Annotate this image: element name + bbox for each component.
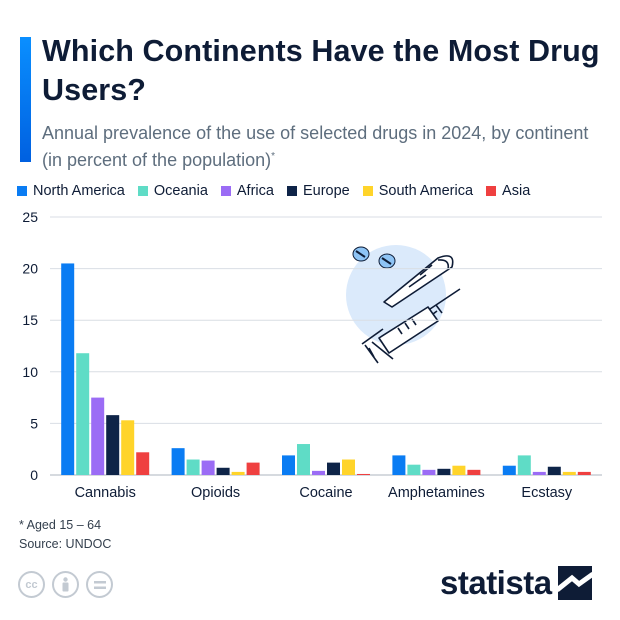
source-label: Source: UNDOC xyxy=(19,537,112,551)
y-tick-label: 10 xyxy=(22,364,38,380)
bars xyxy=(61,263,591,475)
bar-amphetamines-asia xyxy=(467,469,481,475)
legend-item-north-america: North America xyxy=(17,183,125,199)
bar-opioids-south-america xyxy=(231,471,245,475)
chart-title: Which Continents Have the Most Drug User… xyxy=(42,34,600,107)
legend-item-africa: Africa xyxy=(220,183,274,199)
y-tick-label: 25 xyxy=(22,209,38,225)
bar-cocaine-north-america xyxy=(282,455,295,475)
chart-legend: North America Oceania Africa Europe South Am… xyxy=(17,181,530,201)
legend-label: Asia xyxy=(502,183,531,199)
legend-item-south-america: South America xyxy=(362,183,474,199)
legend-item-asia: Asia xyxy=(486,183,530,199)
bar-cocaine-asia xyxy=(357,473,370,475)
license-icons: cc xyxy=(18,571,120,598)
legend-swatch xyxy=(137,186,148,196)
bar-cannabis-south-america xyxy=(121,420,135,475)
pill-icon xyxy=(352,246,396,269)
statista-mark-icon xyxy=(557,566,592,600)
bar-ecstasy-south-america xyxy=(562,471,576,475)
bar-amphetamines-africa xyxy=(422,469,436,475)
bar-cocaine-europe xyxy=(327,462,340,475)
bar-amphetamines-europe xyxy=(437,468,451,475)
bar-ecstasy-oceania xyxy=(517,455,531,475)
bar-cannabis-north-america xyxy=(61,263,75,475)
footnote-note: * Aged 15 – 64 xyxy=(19,518,102,532)
bar-ecstasy-asia xyxy=(577,471,591,475)
bar-opioids-europe xyxy=(216,467,230,475)
title-accent-bar xyxy=(20,37,31,162)
legend-swatch xyxy=(286,186,297,196)
syringe-icon xyxy=(361,288,461,364)
x-tick-label-opioids: Opioids xyxy=(191,485,240,501)
footnote: * Aged 15 – 64 Source: UNDOC xyxy=(19,516,111,554)
cc-icon[interactable]: cc xyxy=(18,571,45,598)
legend-swatch xyxy=(17,186,27,196)
bar-ecstasy-north-america xyxy=(502,465,516,475)
bar-cocaine-oceania xyxy=(297,444,310,475)
bar-cannabis-europe xyxy=(106,415,120,475)
bar-amphetamines-south-america xyxy=(452,465,466,475)
y-tick-label: 15 xyxy=(22,312,38,328)
bar-ecstasy-africa xyxy=(532,471,546,475)
y-axis-tick-labels: 0 5 10 15 20 25 xyxy=(22,209,38,483)
subtitle-footnote-marker: * xyxy=(271,151,276,162)
bar-cannabis-africa xyxy=(91,397,105,475)
x-tick-label-cocaine: Cocaine xyxy=(299,485,352,501)
bar-ecstasy-europe xyxy=(547,466,561,475)
bar-amphetamines-oceania xyxy=(407,464,421,475)
statista-logo[interactable]: statista xyxy=(440,565,592,601)
bar-amphetamines-north-america xyxy=(392,455,406,475)
attribution-icon[interactable] xyxy=(52,571,79,598)
y-tick-label: 5 xyxy=(30,415,38,431)
brand-name: statista xyxy=(440,564,552,601)
bar-cannabis-asia xyxy=(136,452,150,475)
illustration xyxy=(346,245,461,364)
bar-opioids-north-america xyxy=(171,448,185,475)
y-tick-label: 20 xyxy=(22,261,38,277)
legend-label: Europe xyxy=(302,183,350,199)
x-axis-tick-labels: Cannabis Opioids Cocaine Amphetamines Ecstas… xyxy=(75,485,573,501)
legend-swatch xyxy=(220,186,231,196)
legend-item-oceania: Oceania xyxy=(137,183,208,199)
legend-item-europe: Europe xyxy=(286,183,350,199)
no-derivatives-icon[interactable] xyxy=(86,571,113,598)
legend-label: Oceania xyxy=(153,183,208,199)
legend-swatch xyxy=(486,186,497,196)
legend-label: Africa xyxy=(236,183,274,199)
bar-cocaine-africa xyxy=(312,470,325,475)
chart-subtitle: Annual prevalence of the use of selected… xyxy=(42,121,602,172)
legend-label: South America xyxy=(378,183,474,199)
bar-chart: 0 5 10 15 20 25 Cannabis Opioids Cocaine Ampheta… xyxy=(22,209,602,501)
y-tick-label: 0 xyxy=(30,467,38,483)
bar-cannabis-oceania xyxy=(76,353,90,475)
bar-opioids-oceania xyxy=(186,459,200,475)
bar-opioids-africa xyxy=(201,460,215,475)
legend-swatch xyxy=(362,186,373,196)
bar-cocaine-south-america xyxy=(342,459,355,475)
x-tick-label-cannabis: Cannabis xyxy=(75,485,136,501)
x-tick-label-amphetamines: Amphetamines xyxy=(388,485,485,501)
x-tick-label-ecstasy: Ecstasy xyxy=(521,485,573,501)
subtitle-text: Annual prevalence of the use of selected… xyxy=(42,123,589,170)
bar-opioids-asia xyxy=(246,462,260,475)
legend-label: North America xyxy=(33,183,125,199)
